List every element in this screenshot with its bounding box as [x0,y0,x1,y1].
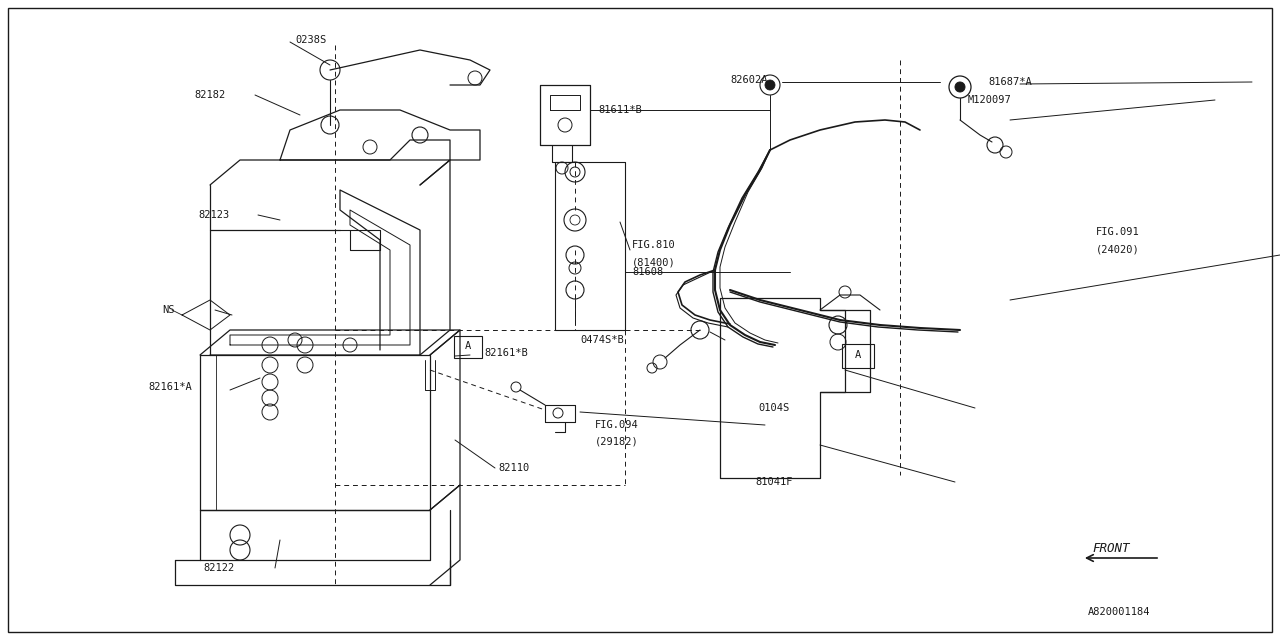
Text: FIG.094: FIG.094 [595,420,639,430]
Circle shape [765,80,774,90]
Text: 82110: 82110 [498,463,529,473]
Text: 0474S*B: 0474S*B [580,335,623,345]
Text: A: A [855,350,861,360]
Text: M120097: M120097 [968,95,1011,105]
Text: 82161*A: 82161*A [148,382,192,392]
Text: 82182: 82182 [195,90,225,100]
Bar [454,336,483,358]
Text: FIG.091: FIG.091 [1096,227,1139,237]
Text: 81611*B: 81611*B [598,105,641,115]
Text: (29182): (29182) [595,437,639,447]
Text: 82122: 82122 [204,563,234,573]
Text: 82161*B: 82161*B [484,348,527,358]
Text: 82123: 82123 [198,210,229,220]
Text: 0104S: 0104S [758,403,790,413]
Text: NS: NS [163,305,174,315]
Text: (81400): (81400) [632,257,676,267]
Text: A820001184: A820001184 [1088,607,1151,617]
Text: 0238S: 0238S [294,35,326,45]
Bar [842,344,874,368]
Text: 82602A: 82602A [730,75,768,85]
Text: 81608: 81608 [632,267,663,277]
Text: FRONT: FRONT [1092,541,1129,554]
Text: 81687*A: 81687*A [988,77,1032,87]
Text: (24020): (24020) [1096,244,1139,254]
Text: 81041F: 81041F [755,477,792,487]
Circle shape [955,82,965,92]
Text: FIG.810: FIG.810 [632,240,676,250]
Text: A: A [465,341,471,351]
